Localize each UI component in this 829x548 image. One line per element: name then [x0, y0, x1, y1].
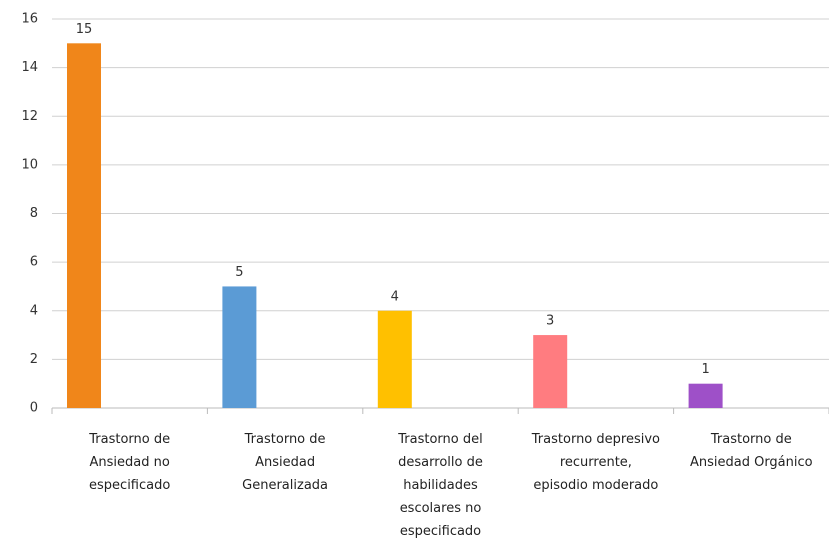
- y-tick-label: 4: [30, 303, 38, 318]
- bar: [688, 383, 723, 408]
- value-label: 4: [391, 289, 399, 304]
- x-tick-label: Trastorno de Ansiedad Orgánico: [689, 432, 813, 470]
- x-tick-label: Trastorno depresivo recurrente, episodio…: [531, 432, 660, 493]
- bar: [377, 310, 412, 408]
- x-tick-label: Trastorno de Ansiedad Generalizada: [242, 432, 329, 493]
- bar: [533, 335, 568, 408]
- y-tick-label: 6: [30, 255, 38, 270]
- y-tick-label: 16: [21, 12, 38, 27]
- value-label: 1: [701, 362, 709, 377]
- y-tick-label: 2: [30, 352, 38, 367]
- bar: [67, 43, 101, 408]
- value-label: 5: [235, 265, 243, 280]
- value-label: 15: [76, 22, 93, 37]
- y-tick-label: 14: [21, 60, 38, 75]
- bar: [222, 286, 257, 408]
- y-tick-label: 10: [21, 157, 38, 172]
- y-tick-label: 8: [30, 206, 38, 221]
- y-tick-label: 12: [21, 109, 38, 124]
- x-tick-label: Trastorno del desarrollo de habilidades …: [398, 432, 483, 539]
- y-tick-label: 0: [30, 401, 38, 416]
- x-tick-label: Trastorno de Ansiedad no especificado: [89, 432, 171, 493]
- value-label: 3: [546, 314, 554, 329]
